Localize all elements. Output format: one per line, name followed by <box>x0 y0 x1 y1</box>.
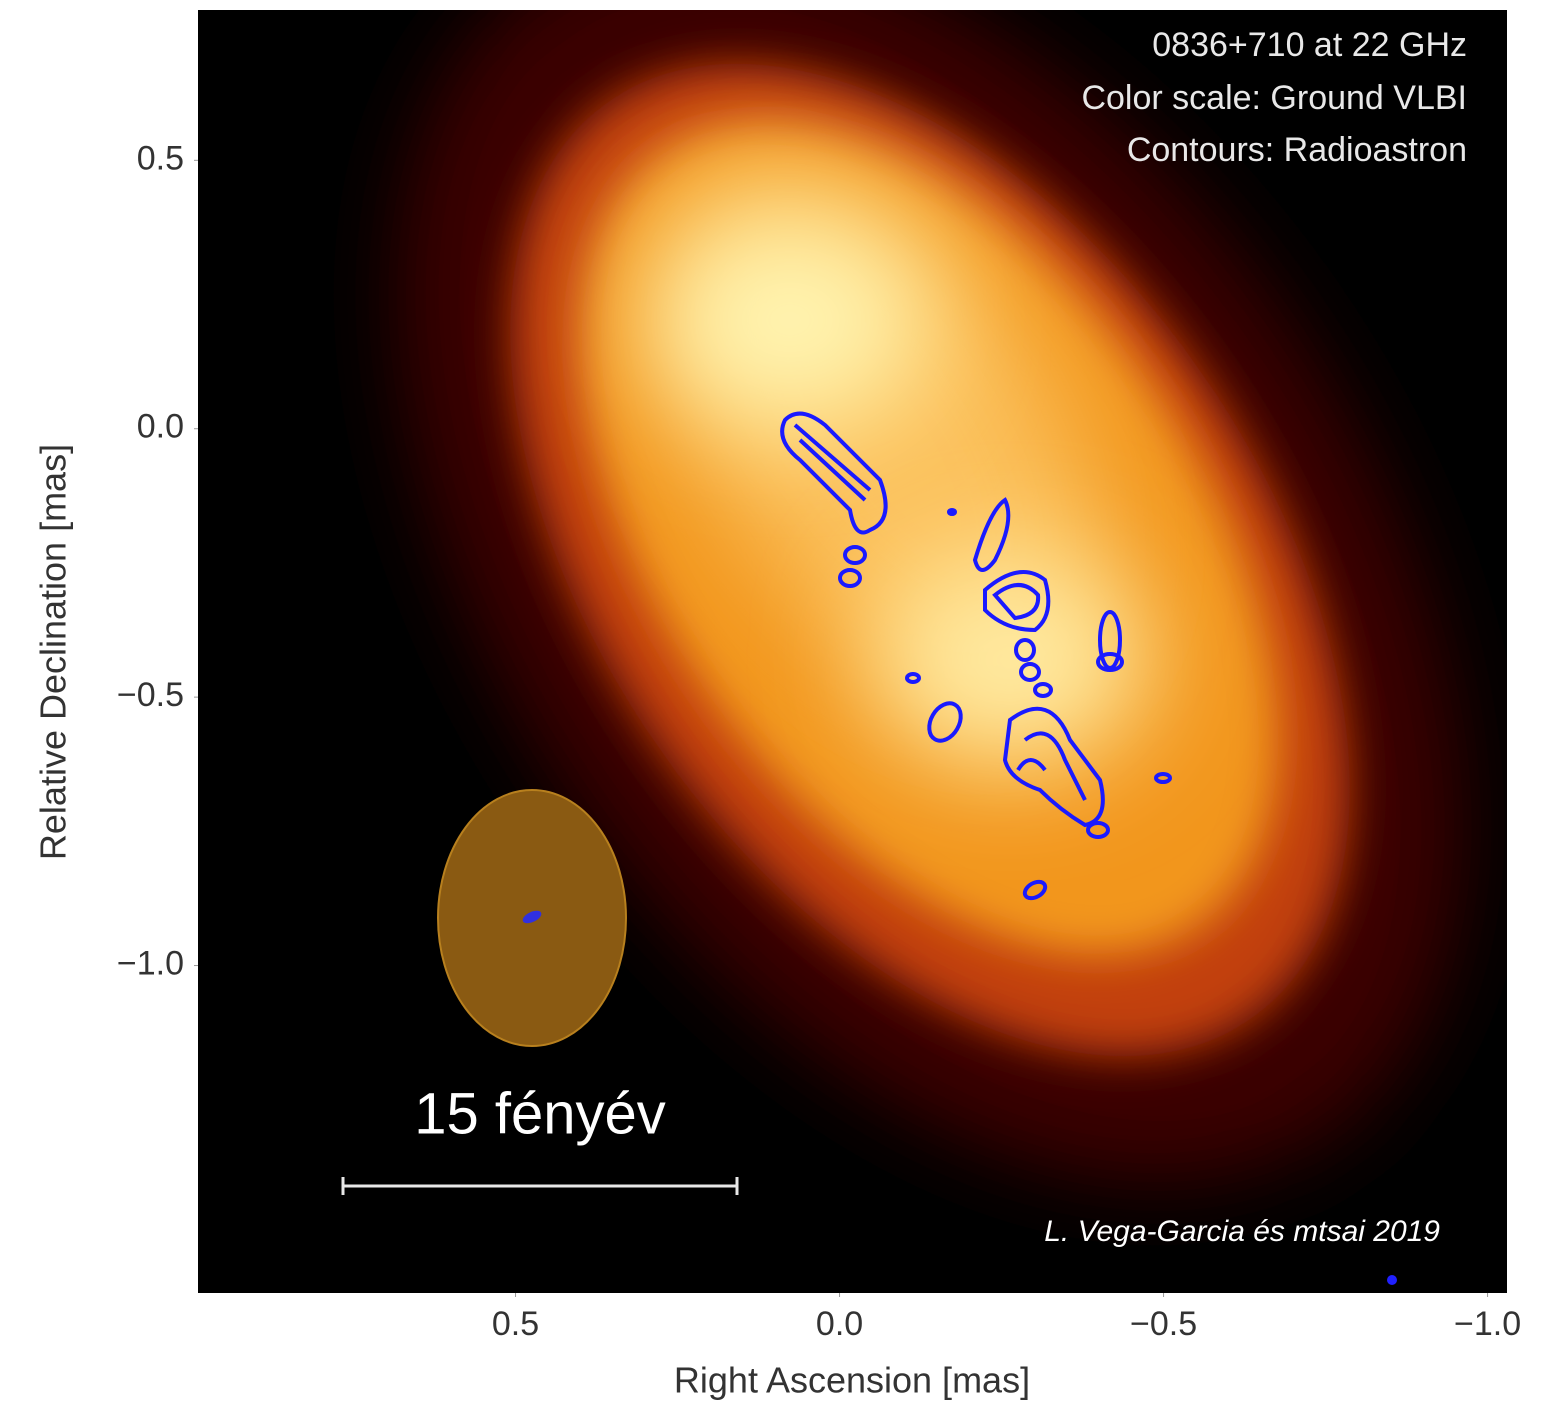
annotation: 0836+710 at 22 GHz <box>1152 26 1467 64</box>
scale-label: 15 fényév <box>414 1081 666 1146</box>
y-tick-label: −1.0 <box>117 945 184 983</box>
page: {"chart_data": {"type": "image", "annota… <box>0 0 1552 1409</box>
y-tick-label: 0.0 <box>137 408 184 446</box>
x-axis-label: Right Ascension [mas] <box>674 1360 1030 1401</box>
chart: 0836+710 at 22 GHz Color scale: Ground V… <box>0 0 1552 1409</box>
contour-dot <box>1387 1275 1397 1285</box>
x-tick-label: 0.5 <box>492 1305 539 1343</box>
image-plot <box>176 0 1552 1380</box>
emission-core <box>650 210 930 430</box>
annotation: Color scale: Ground VLBI <box>1081 79 1467 117</box>
emission-core <box>870 550 1150 770</box>
credit: L. Vega-Garcia és mtsai 2019 <box>1044 1215 1440 1248</box>
x-tick-label: −0.5 <box>1130 1305 1197 1343</box>
y-tick-label: −0.5 <box>117 676 184 714</box>
x-tick-label: 0.0 <box>816 1305 863 1343</box>
annotation: Contours: Radioastron <box>1127 131 1467 169</box>
x-tick-label: −1.0 <box>1454 1305 1521 1343</box>
y-axis-label: Relative Declination [mas] <box>33 444 74 860</box>
y-tick-label: 0.5 <box>137 139 184 177</box>
